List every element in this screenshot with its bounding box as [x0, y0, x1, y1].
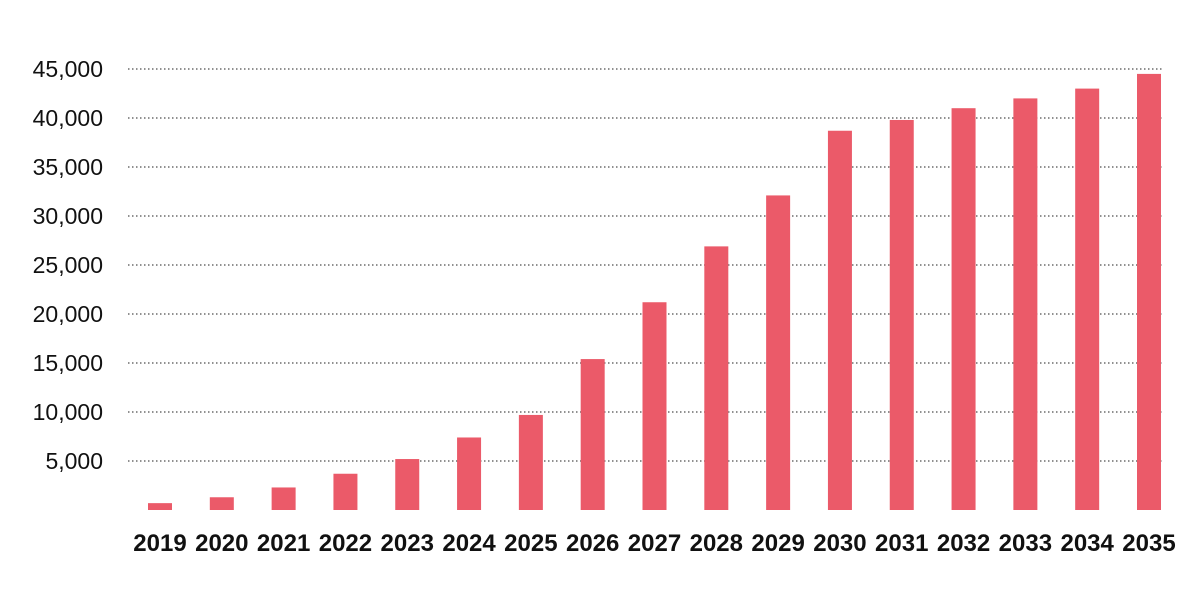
bar-2028 — [704, 246, 729, 510]
bar-2034 — [1075, 88, 1100, 510]
bars — [148, 73, 1161, 511]
x-tick-label: 2026 — [566, 530, 619, 557]
x-tick-label: 2028 — [690, 530, 743, 557]
bar-2035 — [1137, 73, 1161, 511]
x-axis-tick-labels: 2019 2020 2021 2022 2023 2024 2025 2026 2027 2028… — [133, 530, 1175, 557]
bar-2024 — [457, 437, 482, 510]
bar-2019 — [148, 503, 172, 510]
bar-2033 — [1013, 98, 1038, 511]
y-tick-label: 35,000 — [33, 154, 103, 180]
bar-2021 — [271, 487, 296, 510]
y-axis-tick-labels: 5,000 10,000 15,000 20,000 25,000 30,000 35,00… — [33, 56, 103, 474]
bar-2025 — [518, 414, 543, 510]
x-tick-label: 2030 — [813, 530, 866, 557]
x-tick-label: 2021 — [257, 530, 310, 557]
x-tick-label: 2022 — [319, 530, 372, 557]
y-tick-label: 5,000 — [45, 448, 103, 474]
bar-2031 — [889, 119, 914, 511]
bar-2032 — [951, 108, 976, 510]
bar-2022 — [333, 473, 358, 510]
x-tick-label: 2025 — [504, 530, 557, 557]
x-tick-label: 2019 — [133, 530, 186, 557]
x-tick-label: 2032 — [937, 530, 990, 557]
y-tick-label: 25,000 — [33, 252, 103, 278]
x-tick-label: 2023 — [381, 530, 434, 557]
x-tick-label: 2027 — [628, 530, 681, 557]
x-tick-label: 2033 — [999, 530, 1052, 557]
y-tick-label: 30,000 — [33, 203, 103, 229]
x-tick-label: 2031 — [875, 530, 928, 557]
y-tick-label: 20,000 — [33, 301, 103, 327]
x-tick-label: 2029 — [751, 530, 804, 557]
x-tick-label: 2020 — [195, 530, 248, 557]
x-tick-label: 2034 — [1060, 530, 1114, 557]
y-tick-label: 45,000 — [33, 56, 103, 82]
bar-2020 — [209, 497, 234, 510]
x-tick-label: 2035 — [1122, 530, 1175, 557]
bar-2026 — [580, 359, 605, 510]
bar-2030 — [827, 130, 852, 511]
bar-2023 — [395, 459, 420, 510]
y-tick-label: 10,000 — [33, 399, 103, 425]
bar-2029 — [766, 195, 791, 511]
bar-2027 — [642, 302, 667, 510]
y-tick-label: 40,000 — [33, 105, 103, 131]
x-tick-label: 2024 — [442, 530, 496, 557]
y-tick-label: 15,000 — [33, 350, 103, 376]
